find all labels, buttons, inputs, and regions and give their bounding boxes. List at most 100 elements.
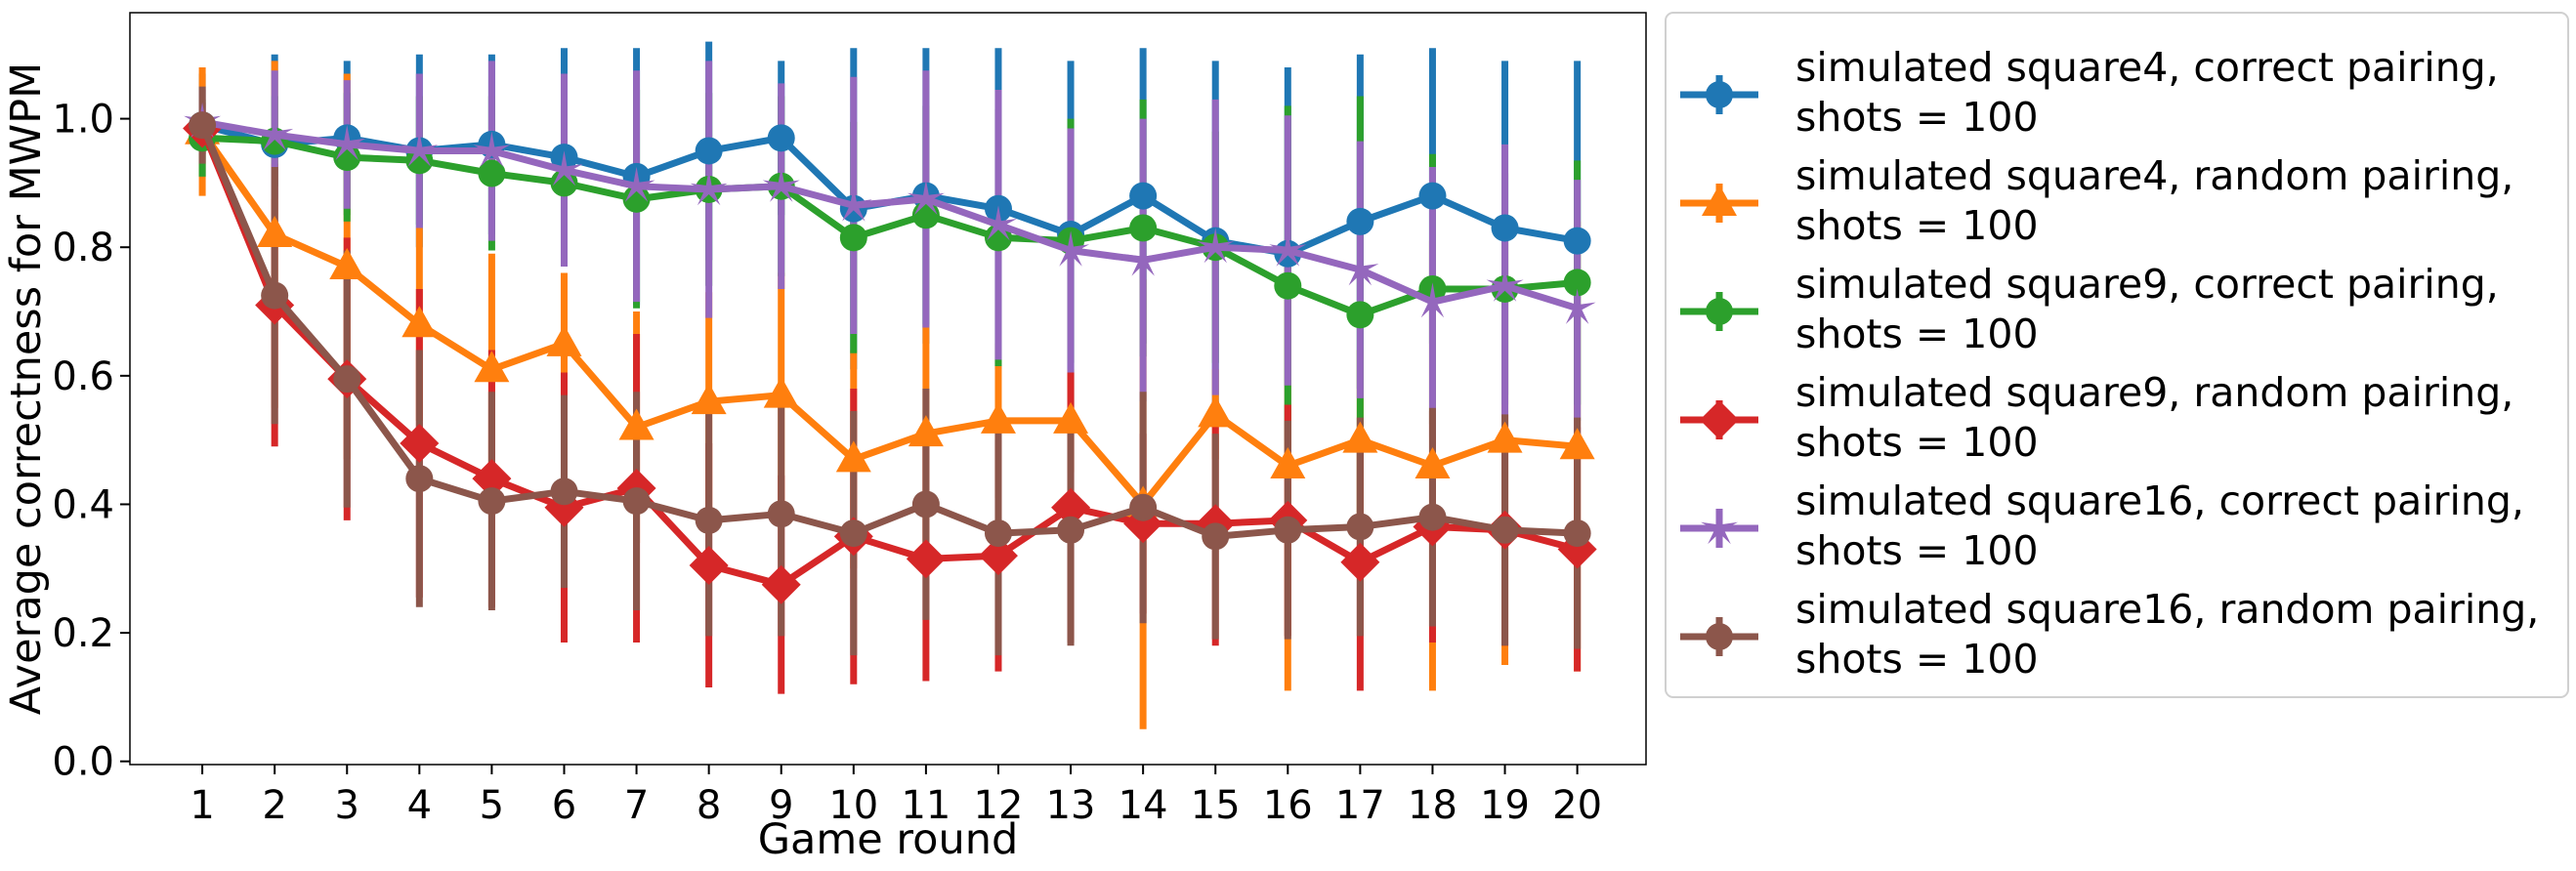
data-point — [906, 539, 946, 579]
data-point — [1129, 214, 1158, 242]
x-tick-label: 17 — [1335, 783, 1385, 828]
data-point — [1340, 542, 1380, 582]
legend-label: simulated square4, random pairing, — [1795, 152, 2513, 199]
data-point — [257, 216, 293, 248]
x-tick-label: 20 — [1552, 783, 1602, 828]
data-point — [478, 487, 506, 516]
data-point — [1269, 230, 1307, 267]
data-point — [333, 144, 361, 172]
data-point — [617, 166, 655, 202]
y-axis: 0.0 0.2 0.4 0.6 0.8 1.0 — [52, 98, 130, 785]
legend-entry: simulated square9, correct pairing,shots… — [1680, 261, 2499, 357]
data-point — [478, 159, 506, 187]
data-point — [1563, 227, 1591, 255]
series-5 — [184, 102, 1596, 324]
x-tick-label: 12 — [974, 783, 1024, 828]
data-point — [1563, 269, 1591, 297]
data-point — [189, 111, 217, 140]
x-tick-label: 1 — [190, 783, 214, 828]
data-point — [333, 365, 361, 394]
data-point — [1346, 207, 1374, 235]
legend-label: shots = 100 — [1795, 636, 2039, 683]
data-point — [1053, 401, 1089, 434]
legend-label: shots = 100 — [1795, 202, 2039, 249]
data-point — [1124, 240, 1162, 276]
data-point — [550, 477, 578, 506]
plot-area — [129, 12, 1647, 766]
x-axis-title: Game round — [758, 815, 1019, 864]
data-point — [695, 506, 723, 534]
data-point — [689, 545, 729, 585]
y-tick-label: 0.4 — [52, 482, 114, 527]
x-tick-label: 16 — [1263, 783, 1313, 828]
x-tick-label: 9 — [769, 783, 793, 828]
data-point — [1558, 288, 1596, 324]
data-point — [1051, 487, 1091, 527]
data-point — [1057, 516, 1085, 544]
data-point — [400, 423, 440, 463]
data-point — [474, 351, 510, 383]
data-point — [1274, 271, 1302, 300]
data-point — [767, 124, 795, 152]
data-point — [401, 306, 438, 338]
x-tick-label: 8 — [697, 783, 721, 828]
series-6 — [189, 111, 1591, 551]
data-point — [835, 440, 871, 473]
data-point — [405, 465, 434, 493]
data-point — [984, 519, 1012, 548]
legend-label: shots = 100 — [1795, 311, 2039, 357]
data-point — [1418, 182, 1447, 210]
data-point — [691, 383, 727, 415]
data-point — [1491, 516, 1519, 544]
data-point — [545, 150, 583, 187]
data-point — [907, 179, 945, 215]
data-point — [261, 281, 289, 310]
data-point — [911, 490, 940, 518]
data-point — [1274, 516, 1302, 544]
data-point — [622, 185, 651, 213]
data-point — [1415, 446, 1451, 478]
data-point — [978, 536, 1018, 576]
data-point — [1129, 182, 1158, 210]
data-point — [767, 500, 795, 528]
legend-marker — [1706, 298, 1733, 325]
x-tick-label: 5 — [480, 783, 504, 828]
legend-label: shots = 100 — [1795, 419, 2039, 466]
legend-label: simulated square16, correct pairing, — [1795, 477, 2524, 524]
y-tick-label: 1.0 — [52, 98, 114, 143]
data-point — [473, 131, 511, 167]
data-point — [980, 401, 1016, 434]
legend-label: simulated square9, random pairing, — [1795, 369, 2513, 416]
data-point — [1198, 395, 1234, 428]
data-point — [1341, 250, 1379, 286]
y-tick-label: 0.0 — [52, 740, 114, 785]
data-point — [550, 169, 578, 197]
data-point — [1486, 266, 1524, 302]
data-point — [839, 519, 867, 548]
data-point — [1563, 519, 1591, 548]
x-axis: 1 2 3 4 5 6 7 8 9 10 11 12 13 14 15 16 17 18 19 20 — [190, 765, 1602, 828]
data-point — [839, 224, 867, 252]
legend: simulated square4, correct pairing,shots… — [1665, 12, 2569, 698]
data-point — [546, 324, 582, 356]
data-point — [328, 124, 366, 161]
data-point — [1197, 228, 1235, 264]
data-point — [980, 205, 1017, 241]
legend-label: shots = 100 — [1795, 527, 2039, 574]
legend-label: simulated square4, correct pairing, — [1795, 44, 2499, 91]
data-point — [1270, 446, 1306, 478]
x-tick-label: 13 — [1046, 783, 1096, 828]
data-point — [1491, 214, 1519, 242]
legend-marker — [1706, 623, 1733, 650]
x-tick-label: 2 — [262, 783, 286, 828]
data-point — [1346, 301, 1374, 329]
legend-frame — [1665, 12, 2569, 698]
y-tick-label: 0.8 — [52, 226, 114, 270]
legend-label: shots = 100 — [1795, 94, 2039, 141]
series-lines — [183, 102, 1597, 604]
data-point — [622, 487, 651, 516]
data-point — [329, 247, 365, 279]
legend-entry: simulated square4, random pairing,shots … — [1680, 152, 2513, 249]
legend-label: simulated square16, random pairing, — [1795, 586, 2539, 633]
